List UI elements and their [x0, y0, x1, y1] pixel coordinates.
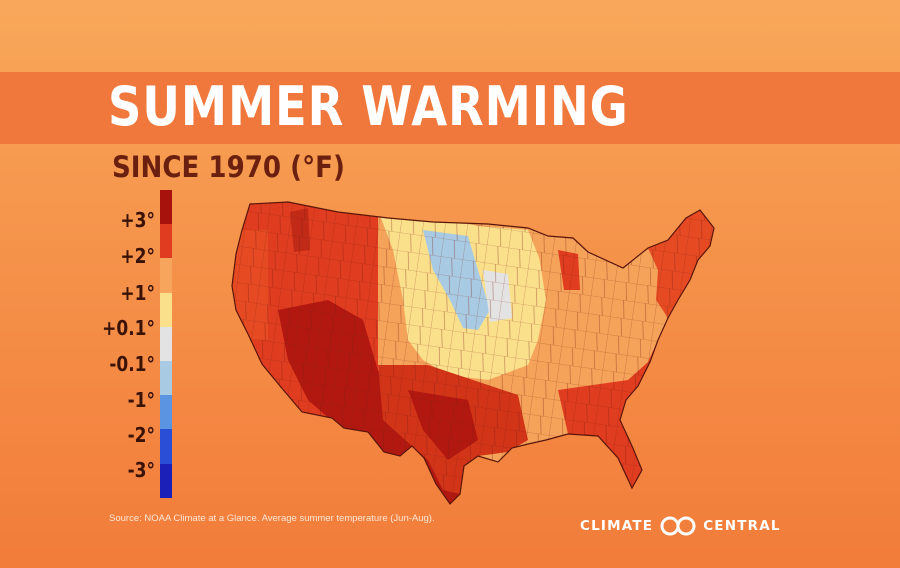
title-band	[0, 72, 900, 144]
legend-swatch-4	[160, 292, 172, 327]
page-title: SUMMER WARMING	[108, 75, 629, 138]
map-division-borders	[232, 202, 714, 504]
us-climate-division-map	[228, 190, 728, 510]
map-svg	[231, 201, 715, 505]
legend-swatch-9	[160, 463, 172, 498]
legend-swatch-6	[160, 360, 172, 396]
legend-swatch-8	[160, 429, 172, 464]
legend-swatch-5	[160, 326, 172, 361]
legend-swatch-3	[160, 258, 172, 293]
page-subtitle: SINCE 1970 (°F)	[112, 150, 345, 184]
legend-label: -1°	[127, 388, 155, 412]
legend-label: +1°	[120, 281, 155, 305]
brand-left-text: CLIMATE	[580, 518, 654, 534]
legend-color-bar	[160, 190, 172, 498]
brand-right-text: CENTRAL	[703, 518, 781, 534]
legend-swatch-7	[160, 395, 172, 430]
legend-label: -2°	[127, 423, 155, 447]
climate-central-logo: CLIMATE CENTRAL	[580, 514, 781, 538]
legend-label: +3°	[120, 208, 155, 232]
legend-swatch-2	[160, 224, 172, 259]
legend-label: -0.1°	[109, 352, 155, 376]
source-note: Source: NOAA Climate at a Glance. Averag…	[109, 513, 435, 524]
logo-rings-icon	[660, 516, 696, 536]
map-outline	[231, 201, 715, 505]
legend-label: -3°	[127, 458, 155, 482]
legend-label: +0.1°	[102, 316, 155, 340]
legend-swatch-1	[160, 190, 172, 225]
legend-label: +2°	[120, 244, 155, 268]
